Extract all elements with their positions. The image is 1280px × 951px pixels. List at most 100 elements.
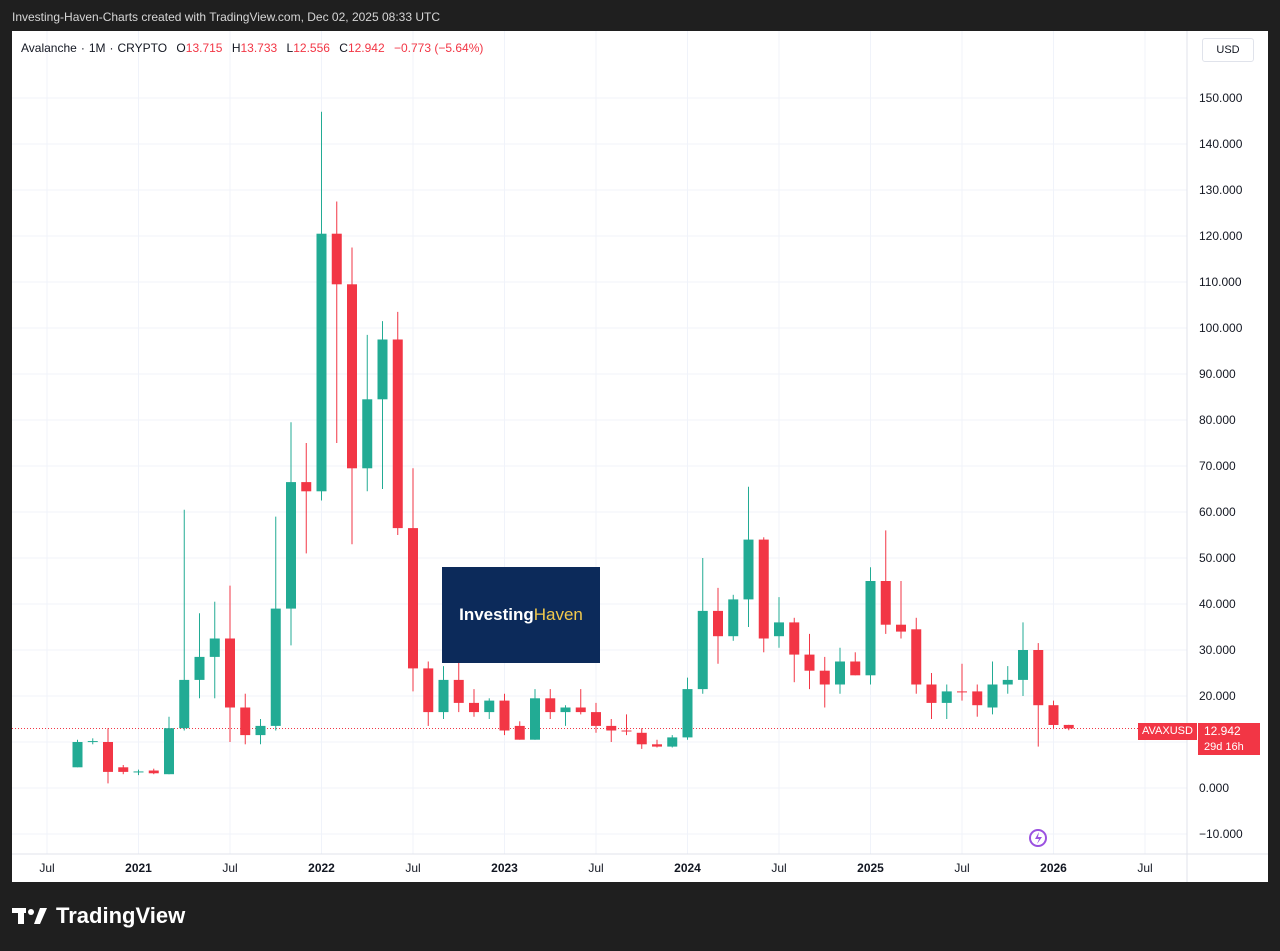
candle-body (270, 608, 281, 726)
candle-body (804, 654, 815, 671)
candle-body (926, 684, 937, 703)
candle-body (347, 284, 357, 469)
x-tick-label: 2022 (308, 861, 335, 875)
x-tick-label: 2026 (1040, 861, 1067, 875)
candle-body (682, 689, 693, 738)
candle-body (713, 610, 723, 637)
candle-body (179, 679, 190, 729)
bar-countdown: 29d 16h (1198, 740, 1260, 755)
candle-body (591, 712, 601, 726)
candle-body (850, 661, 861, 676)
candle-body (789, 622, 800, 655)
candle-body (72, 742, 83, 768)
candle-body (240, 707, 251, 736)
candle-body (301, 482, 312, 492)
candle-body (286, 482, 296, 609)
y-tick-label: 70.000 (1199, 459, 1236, 473)
x-tick-label: Jul (771, 861, 786, 875)
candlestick-chart[interactable]: 150.000 140.000 130.000 120.000 110.000 100.0… (12, 31, 1268, 882)
tradingview-logo[interactable]: TradingView (12, 903, 185, 929)
x-tick-label: Jul (588, 861, 603, 875)
candle-body (499, 700, 510, 731)
candle-body (774, 622, 784, 637)
y-tick-label: 120.000 (1199, 229, 1243, 243)
candle-body (987, 684, 998, 708)
lightning-bolt-icon (1035, 832, 1042, 844)
candle-body (255, 725, 266, 736)
y-tick-label: 130.000 (1199, 183, 1243, 197)
watermark-part1: Investing (459, 605, 534, 624)
candle-body (896, 624, 906, 632)
candle-body (1048, 705, 1059, 725)
high-value: 13.733 (240, 41, 278, 55)
investinghaven-watermark: Investing Haven (442, 567, 600, 663)
candle-body (606, 725, 617, 731)
y-tick-label: 30.000 (1199, 643, 1236, 657)
candle-body (133, 771, 144, 773)
high-label: H (231, 41, 241, 55)
x-tick-label: 2025 (857, 861, 884, 875)
candle-body (835, 661, 845, 685)
low-value: 12.556 (293, 41, 330, 55)
close-value: 12.942 (347, 41, 385, 55)
candle-body (164, 728, 174, 775)
y-tick-label: 50.000 (1199, 551, 1236, 565)
candle-body (972, 691, 983, 706)
candle-body (743, 539, 754, 600)
y-tick-label: 40.000 (1199, 597, 1236, 611)
candle-body (194, 656, 205, 680)
candle-body (148, 770, 159, 774)
open-value: 13.715 (185, 41, 223, 55)
candle-body (316, 233, 327, 492)
tradingview-wordmark: TradingView (56, 903, 186, 928)
candle-body (1063, 724, 1074, 729)
close-label: C (339, 41, 348, 55)
candle-body (545, 698, 556, 713)
candle-body (362, 399, 373, 469)
candle-body (697, 610, 708, 690)
candle-body (667, 737, 678, 747)
candle-body (865, 581, 876, 676)
y-tick-label: 110.000 (1199, 275, 1242, 289)
candle-body (1002, 679, 1013, 685)
tradingview-logo-icon (12, 908, 47, 924)
y-tick-label: 20.000 (1199, 689, 1236, 703)
x-tick-label: 2023 (491, 861, 518, 875)
candle-body (118, 767, 129, 772)
candle-body (621, 730, 632, 732)
candle-body (941, 691, 952, 703)
candle-body (438, 679, 449, 713)
x-tick-label: Jul (405, 861, 420, 875)
y-tick-label: 90.000 (1199, 367, 1236, 381)
chart-panel[interactable]: 150.000 140.000 130.000 120.000 110.000 100.0… (12, 31, 1268, 882)
candle-body (514, 725, 525, 740)
candle-body (728, 599, 739, 637)
candle-body (957, 691, 967, 693)
open-label: O (176, 41, 186, 55)
candle-body (575, 707, 586, 713)
candle-body (408, 528, 418, 669)
currency-button[interactable]: USD (1202, 38, 1254, 62)
x-tick-label: 2021 (125, 861, 152, 875)
candle-body (758, 539, 769, 639)
candle-body (911, 629, 922, 685)
chart-caption: Investing-Haven-Charts created with Trad… (12, 10, 440, 24)
lightning-icon (1029, 829, 1047, 847)
candle-body (652, 744, 662, 747)
candle-body (209, 638, 220, 657)
y-tick-label: 0.000 (1199, 781, 1229, 795)
candle-body (377, 339, 388, 400)
symbol-name[interactable]: Avalanche (21, 41, 77, 55)
y-tick-label: 100.000 (1199, 321, 1243, 335)
change-value: −0.773 (−5.64%) (393, 41, 484, 55)
last-price-tag: 12.942 (1198, 723, 1260, 740)
candle-body (87, 741, 98, 743)
x-tick-label: Jul (1137, 861, 1152, 875)
candle-body (225, 638, 235, 708)
y-tick-label: 140.000 (1199, 137, 1243, 151)
candle-body (560, 707, 571, 713)
candle-body (484, 700, 495, 713)
interval-label[interactable]: 1M (88, 41, 106, 55)
ticker-price-tag: AVAXUSD (1138, 723, 1197, 740)
exchange-label: CRYPTO (117, 41, 168, 55)
